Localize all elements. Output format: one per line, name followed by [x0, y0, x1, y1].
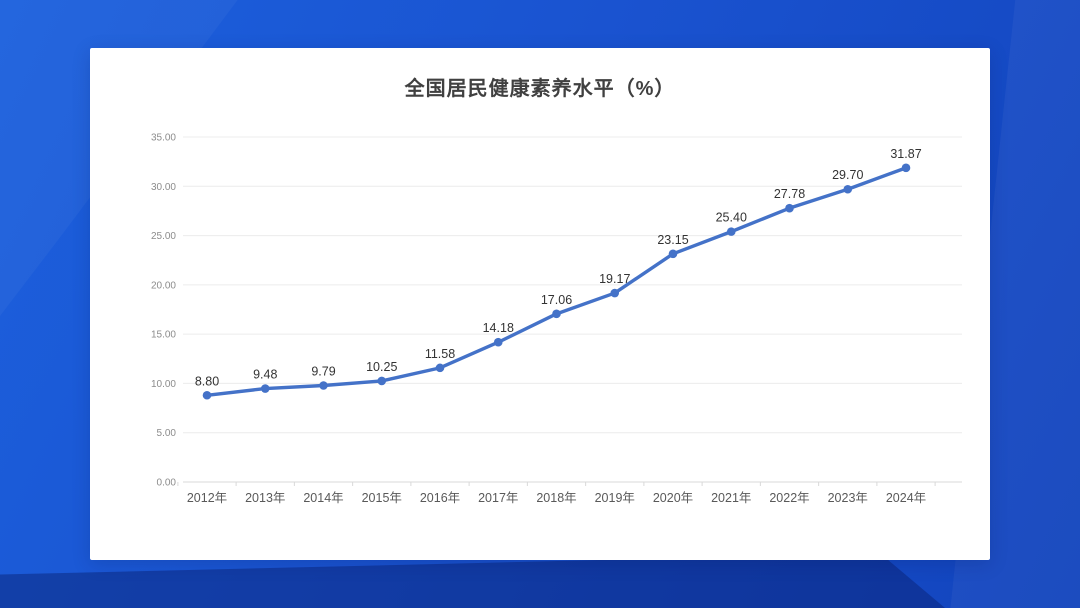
- data-label: 25.40: [716, 211, 747, 225]
- data-point: [668, 249, 678, 259]
- data-point: [435, 363, 445, 373]
- data-label: 27.78: [774, 187, 805, 201]
- data-point: [493, 337, 503, 347]
- data-point: [610, 288, 620, 298]
- data-point: [843, 184, 853, 194]
- data-label: 17.06: [541, 293, 572, 307]
- x-axis-tick-label: 2018年: [536, 491, 576, 505]
- x-axis-tick-label: 2022年: [769, 491, 809, 505]
- x-axis-tick-label: 2013年: [245, 491, 285, 505]
- data-label: 31.87: [890, 147, 921, 161]
- x-axis-tick-label: 2016年: [420, 491, 460, 505]
- data-point: [552, 309, 561, 319]
- data-point: [901, 163, 911, 173]
- data-point: [726, 227, 736, 236]
- data-label: 29.70: [832, 168, 863, 182]
- data-label: 19.17: [599, 272, 630, 286]
- data-label: 14.18: [483, 321, 514, 335]
- line-series: [205, 166, 908, 397]
- data-point: [377, 376, 387, 386]
- data-point: [319, 381, 328, 390]
- x-axis-tick-label: 2023年: [828, 491, 868, 505]
- data-label: 8.80: [195, 374, 219, 388]
- data-point: [785, 203, 794, 213]
- x-axis-tick-label: 2024年: [886, 491, 926, 505]
- x-axis-tick-label: 2019年: [595, 491, 635, 505]
- data-label: 11.58: [425, 347, 455, 361]
- x-axis-tick-label: 2014年: [303, 491, 343, 505]
- data-label: 23.15: [657, 233, 688, 247]
- y-axis-tick-label: 0.00: [157, 478, 177, 489]
- health-literacy-line-chart: 0.00 5.00 10.00 15.00 20.00 25.00 30.00 35.00 20…: [151, 133, 962, 505]
- x-axis-tick-label: 2020年: [653, 491, 693, 505]
- y-axis-tick-label: 20.00: [151, 280, 176, 291]
- x-axis-tick-label: 2012年: [187, 491, 227, 505]
- data-point: [202, 390, 212, 400]
- x-axis-tick-label: 2021年: [711, 491, 751, 505]
- data-label: 9.79: [311, 364, 335, 378]
- chart-title: 全国居民健康素养水平（%）: [404, 78, 676, 100]
- x-axis-tick-label: 2017年: [478, 491, 518, 505]
- data-label: 9.48: [253, 368, 277, 382]
- data-label: 10.25: [366, 360, 397, 374]
- y-axis-tick-label: 15.00: [151, 330, 176, 341]
- chart-card: 全国居民健康素养水平（%） 0.00 5.00 10.00 15.00 20.00 25.…: [90, 48, 990, 560]
- y-axis-tick-label: 5.00: [157, 428, 177, 439]
- y-axis-tick-label: 25.00: [151, 231, 176, 242]
- data-point: [260, 384, 270, 393]
- y-axis-tick-label: 10.00: [151, 379, 176, 390]
- y-axis-tick-label: 30.00: [151, 182, 176, 193]
- y-axis-tick-label: 35.00: [151, 133, 176, 144]
- x-axis-tick-label: 2015年: [362, 491, 402, 505]
